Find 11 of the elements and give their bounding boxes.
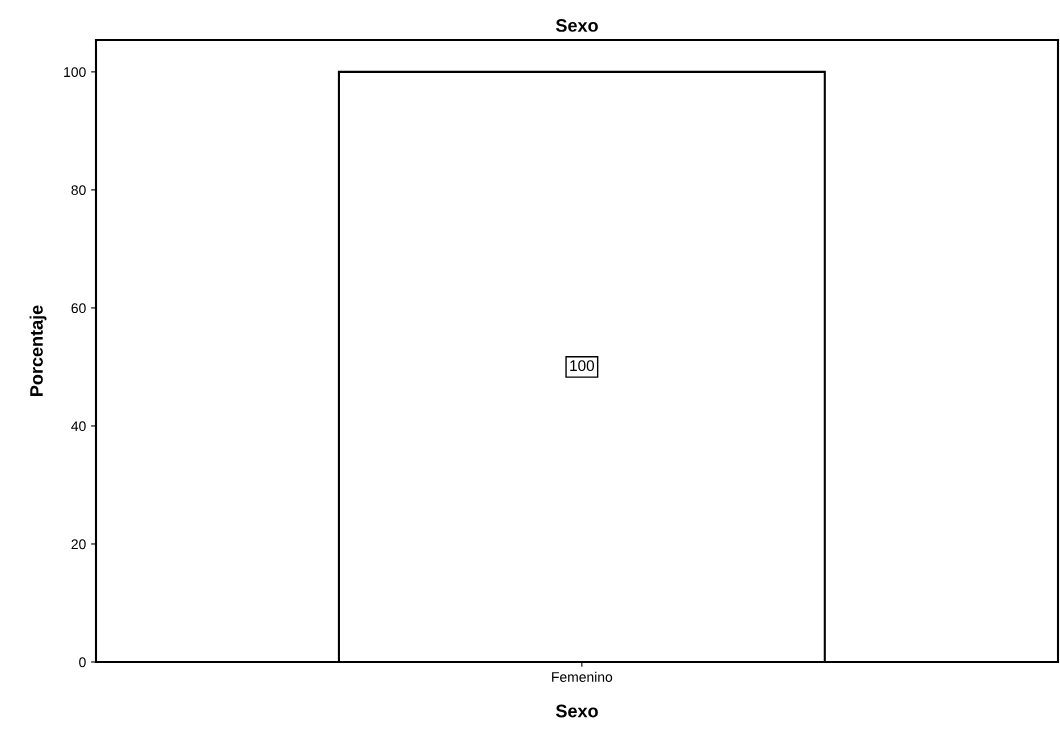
chart-title: Sexo [555, 19, 598, 32]
x-tick-label: Femenino [552, 671, 613, 682]
y-tick-label: 20 [71, 539, 86, 550]
data-label: 100 [570, 360, 595, 372]
y-tick-label: 100 [64, 67, 86, 78]
y-tick-label: 80 [71, 185, 86, 196]
y-tick-label: 40 [71, 421, 86, 432]
y-tick-label: 0 [79, 657, 86, 668]
y-axis-title: Porcentaje [29, 305, 47, 396]
x-axis-title: Sexo [555, 704, 598, 718]
y-tick-label: 60 [71, 303, 86, 314]
